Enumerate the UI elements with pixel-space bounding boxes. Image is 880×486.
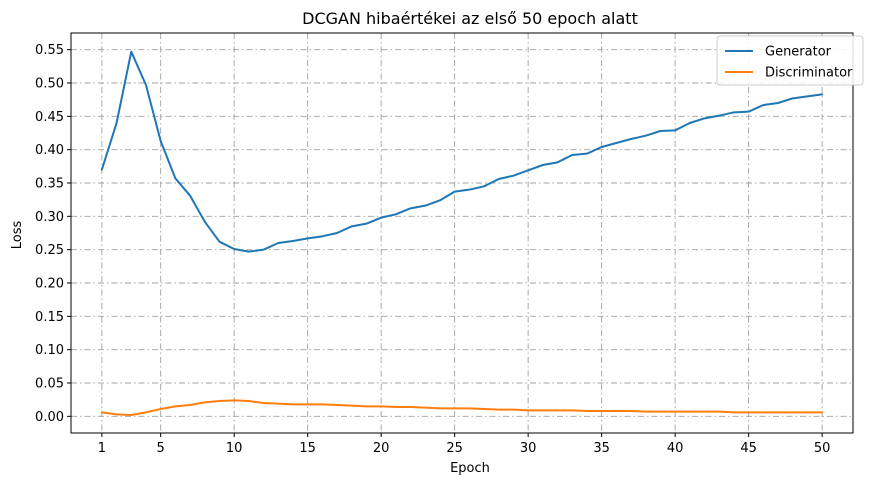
plot-frame (70, 32, 854, 434)
y-tick-label: 0.30 (35, 210, 64, 225)
x-tick-label: 10 (226, 441, 243, 456)
x-tick-label: 5 (157, 441, 165, 456)
x-tick-label: 50 (814, 441, 831, 456)
y-tick-label: 0.50 (35, 77, 64, 92)
x-tick-label: 30 (520, 441, 537, 456)
legend-label-generator: Generator (765, 45, 832, 60)
y-tick-label: 0.10 (35, 343, 64, 358)
series-lines (100, 50, 824, 416)
series-line-discriminator (100, 399, 824, 416)
y-axis-title: Loss (10, 221, 25, 250)
y-tick-label: 0.55 (35, 43, 64, 58)
y-tick-label: 0.40 (35, 143, 64, 158)
axis-ticks: 1 5 10 15 20 25 30 35 40 45 500.000.050.100.150.20… (35, 43, 830, 456)
x-tick-label: 20 (373, 441, 390, 456)
x-axis-title: Epoch (450, 461, 490, 476)
series-line-generator (100, 50, 824, 253)
x-tick-label: 35 (593, 441, 610, 456)
y-tick-label: 0.05 (35, 377, 64, 392)
x-tick-label: 45 (740, 441, 757, 456)
x-tick-label: 15 (299, 441, 316, 456)
y-tick-label: 0.45 (35, 110, 64, 125)
legend-label-discriminator: Discriminator (765, 66, 853, 81)
legend-box (716, 35, 864, 86)
y-tick-label: 0.35 (35, 177, 64, 192)
y-tick-label: 0.15 (35, 310, 64, 325)
y-tick-label: 0.25 (35, 243, 64, 258)
x-tick-label: 40 (667, 441, 684, 456)
y-tick-label: 0.00 (35, 410, 64, 425)
legend: Generator Discriminator (716, 35, 864, 86)
grid (71, 33, 853, 433)
x-tick-label: 25 (446, 441, 463, 456)
chart-title: DCGAN hibaértékei az első 50 epoch alatt (302, 9, 638, 28)
y-tick-label: 0.20 (35, 277, 64, 292)
x-tick-label: 1 (98, 441, 106, 456)
